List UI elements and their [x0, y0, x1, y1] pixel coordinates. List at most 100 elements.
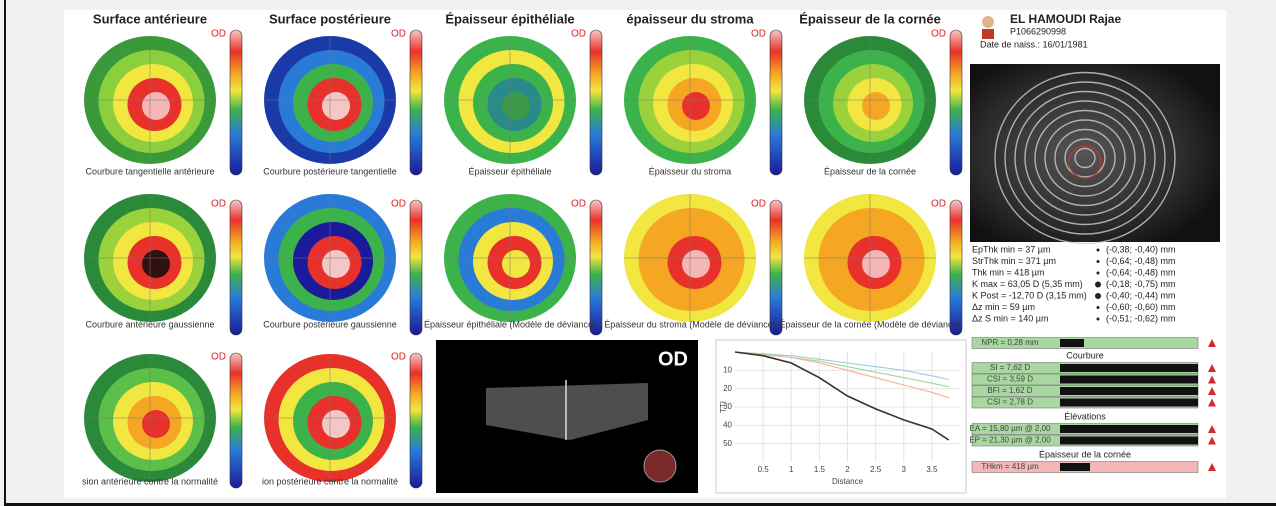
map-caption: Courbure tangentielle antérieure	[85, 166, 214, 176]
patient-icon	[982, 29, 994, 39]
x-tick-label: 1	[789, 465, 794, 474]
indicator-text: CSI = 2,78 D	[987, 398, 1033, 407]
color-scale	[410, 30, 422, 175]
eye-label: OD	[211, 199, 226, 210]
y-tick-label: 50	[723, 439, 732, 448]
measurement: EpThk min = 37 µm	[972, 244, 1050, 254]
color-scale	[950, 30, 962, 175]
color-scale	[410, 353, 422, 488]
y-tick-label: 20	[723, 384, 732, 393]
column-title: épaisseur du stroma	[626, 11, 754, 26]
indicator-fill	[1060, 339, 1084, 347]
frame-edge	[4, 0, 6, 506]
patient-id: P1066290998	[1010, 26, 1066, 36]
color-scale	[230, 200, 242, 335]
patient-icon	[982, 16, 994, 28]
map-zone	[142, 92, 170, 120]
eye-label: OD	[211, 352, 226, 363]
column-title: Épaisseur de la cornée	[799, 11, 941, 26]
measurement-position: (-0,18; -0,75) mm	[1106, 279, 1176, 289]
indicator-fill	[1060, 376, 1198, 384]
indicator-text: SI = 7,62 D	[990, 363, 1030, 372]
oct-label: OD	[658, 348, 688, 370]
x-tick-label: 2	[845, 465, 850, 474]
patient-birth: Date de naiss.: 16/01/1981	[980, 39, 1088, 49]
measurement-marker	[1097, 249, 1100, 252]
map-zone	[322, 410, 350, 438]
map-zone	[502, 250, 530, 278]
section-title: Épaisseur de la cornée	[1039, 449, 1131, 459]
indicator-fill	[1060, 463, 1090, 471]
color-scale	[230, 353, 242, 488]
color-scale	[770, 200, 782, 335]
map-caption: Courbure postérieure tangentielle	[263, 166, 397, 176]
eye-label: OD	[931, 199, 946, 210]
eye-label: OD	[751, 29, 766, 40]
measurement-marker	[1095, 282, 1101, 288]
color-scale	[590, 30, 602, 175]
map-zone	[322, 92, 350, 120]
map-zone	[502, 92, 530, 120]
measurement: Δz S min = 140 µm	[972, 313, 1048, 323]
color-scale	[770, 30, 782, 175]
map-zone	[862, 92, 890, 120]
x-tick-label: 0.5	[758, 465, 770, 474]
x-tick-label: 2.5	[870, 465, 882, 474]
measurement-position: (-0,64; -0,48) mm	[1106, 267, 1176, 277]
section-title: Élévations	[1064, 411, 1106, 421]
measurement: StrThk min = 371 µm	[972, 256, 1056, 266]
map-caption: Épaisseur de la cornée (Modèle de dévian…	[779, 319, 960, 329]
oct-thumb	[644, 450, 676, 482]
map-caption: ion postérieure contre la normalité	[262, 476, 398, 486]
map-caption: Épaisseur du stroma	[649, 166, 732, 176]
map-zone	[142, 410, 170, 438]
y-tick-label: 40	[723, 420, 732, 429]
patient-name: EL HAMOUDI Rajae	[1010, 12, 1121, 26]
map-caption: Épaisseur de la cornée	[824, 166, 916, 176]
eye-label: OD	[211, 29, 226, 40]
y-axis-label: TTI	[719, 401, 728, 413]
x-tick-label: 3.5	[926, 465, 938, 474]
measurement: Δz min = 59 µm	[972, 302, 1035, 312]
eye-label: OD	[931, 29, 946, 40]
color-scale	[410, 200, 422, 335]
indicator-text: THkm = 418 µm	[981, 462, 1039, 471]
map-zone	[682, 250, 710, 278]
measurement-position: (-0,60; -0,60) mm	[1106, 302, 1176, 312]
eye-label: OD	[391, 29, 406, 40]
measurement-marker	[1095, 293, 1101, 299]
map-caption: sion antérieure contre la normalité	[82, 476, 218, 486]
measurement: K Post = -12,70 D (3,15 mm)	[972, 290, 1087, 300]
measurement-marker	[1097, 272, 1100, 275]
indicator-fill	[1060, 437, 1198, 445]
map-zone	[142, 250, 170, 278]
color-scale	[950, 200, 962, 335]
map-caption: Épaisseur épithéliale (Modèle de dévianc…	[424, 319, 596, 329]
measurement-position: (-0,64; -0,48) mm	[1106, 256, 1176, 266]
eye-label: OD	[571, 199, 586, 210]
map-zone	[862, 250, 890, 278]
eye-label: OD	[391, 352, 406, 363]
measurement-marker	[1097, 306, 1100, 309]
section-title: Courbure	[1066, 350, 1104, 360]
x-tick-label: 3	[902, 465, 907, 474]
measurement-position: (-0,40; -0,44) mm	[1106, 290, 1176, 300]
map-caption: Épaisseur épithéliale	[468, 166, 551, 176]
measurement: Thk min = 418 µm	[972, 267, 1044, 277]
x-axis-label: Distance	[832, 477, 864, 486]
eye-label: OD	[391, 199, 406, 210]
eye-label: OD	[751, 199, 766, 210]
map-caption: Épaisseur du stroma (Modèle de déviance)	[604, 319, 776, 329]
indicator-text: BFI = 1,62 D	[987, 386, 1032, 395]
column-title: Surface antérieure	[93, 11, 207, 26]
indicator-text: CSI = 3,59 D	[987, 375, 1033, 384]
measurement-position: (-0,51; -0,62) mm	[1106, 313, 1176, 323]
indicator-fill	[1060, 399, 1198, 407]
measurement-marker	[1097, 260, 1100, 263]
indicator-text: EP = 21,30 µm @ 2,00	[969, 436, 1051, 445]
eye-label: OD	[571, 29, 586, 40]
indicator-fill	[1060, 387, 1198, 395]
y-tick-label: 10	[723, 365, 732, 374]
screen: OD EL HAMOUDI Rajae P1066290998 Date de …	[0, 0, 1276, 506]
measurement-marker	[1097, 318, 1100, 321]
